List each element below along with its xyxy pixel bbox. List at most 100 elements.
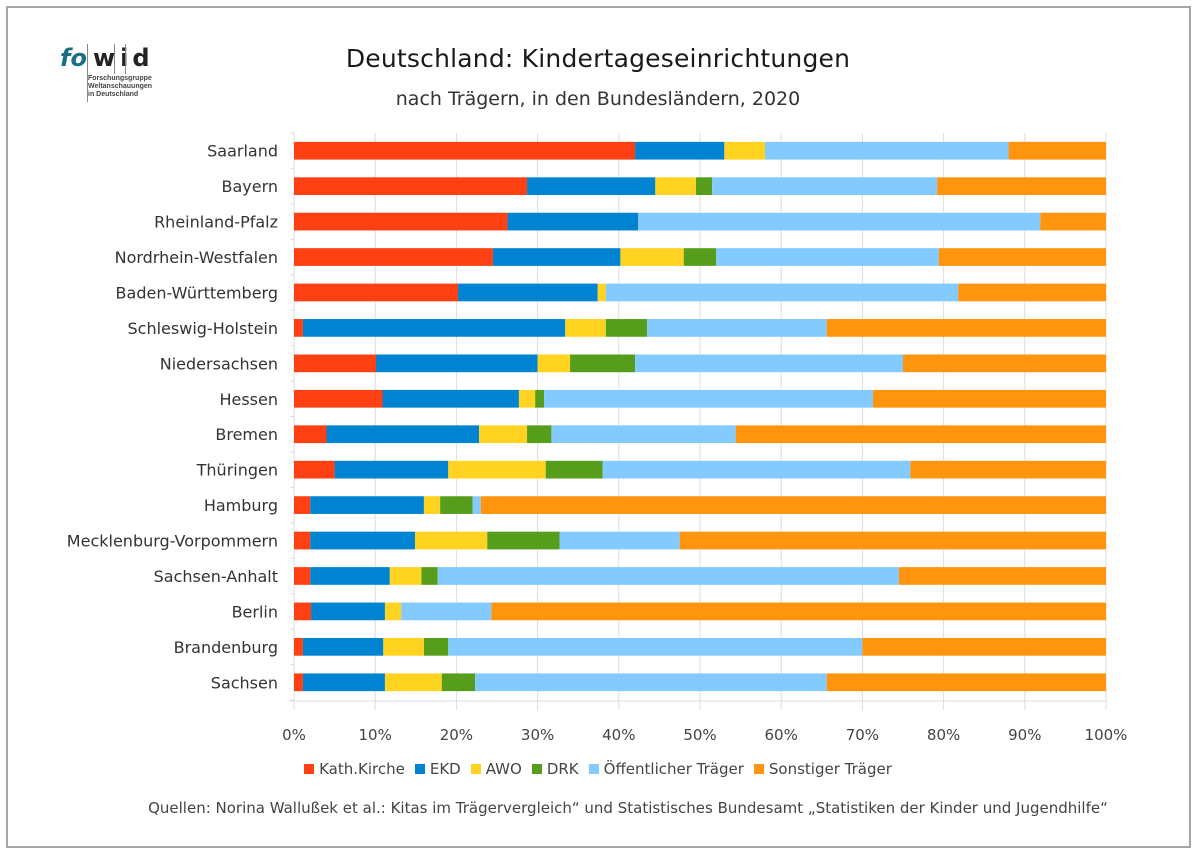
bar-segment-drk: [535, 389, 545, 408]
bar-segment-drk: [441, 673, 476, 692]
bar-segment-kath-kirche: [294, 283, 459, 302]
legend-swatch: [753, 764, 764, 774]
logo-d: d: [132, 44, 150, 72]
bar-segment-ekd: [326, 425, 480, 444]
logo-fo: fo: [60, 44, 87, 72]
bar-segment-awo: [724, 141, 765, 160]
bar-segment-drk: [487, 531, 560, 550]
category-label: Sachsen-Anhalt: [154, 567, 278, 586]
bar-segment-ekd: [310, 531, 415, 550]
chart-title: Deutschland: Kindertageseinrichtungen: [345, 44, 851, 73]
bar-segment-awo: [448, 460, 546, 479]
bar-segment-awo: [655, 177, 696, 196]
bar-segment-sonstiger-träger: [937, 177, 1106, 196]
legend-item: DRK: [531, 760, 579, 778]
bar-segment-sonstiger-träger: [1008, 141, 1106, 160]
legend-label: Öffentlicher Träger: [603, 760, 744, 778]
bar-segment-awo: [389, 567, 422, 585]
bar-segment-awo: [620, 248, 684, 266]
category-label: Niedersachsen: [160, 354, 278, 373]
category-label: Sachsen: [211, 673, 278, 692]
fowid-logo: fowid Forschungsgruppe Weltanschauungen …: [60, 44, 190, 104]
bar-segment-drk: [683, 248, 717, 266]
legend-label: EKD: [429, 760, 461, 778]
legend-label: DRK: [546, 760, 579, 778]
x-tick-label: 80%: [927, 726, 960, 744]
bar-segment-awo: [384, 602, 402, 621]
bar-segment-ekd: [302, 319, 566, 337]
bar-segment-drk: [695, 177, 713, 196]
bar-segment-ekd: [302, 637, 384, 656]
bar-segment-awo: [537, 354, 571, 373]
bar-segment-kath-kirche: [294, 673, 303, 692]
x-tick-label: 20%: [440, 726, 473, 744]
bar-segment-öffentlicher-träger: [448, 637, 863, 656]
bar-segment-sonstiger-träger: [903, 354, 1106, 373]
bar-segment-sonstiger-träger: [898, 567, 1106, 585]
bar-segment-awo: [384, 673, 442, 692]
x-tick-label: 50%: [683, 726, 716, 744]
bar-segment-sonstiger-träger: [735, 425, 1106, 444]
bar-segment-öffentlicher-träger: [647, 319, 827, 337]
legend-label: Sonstiger Träger: [768, 760, 892, 778]
logo-divider: [125, 44, 126, 74]
bar-segment-kath-kirche: [294, 248, 493, 266]
bar-segment-sonstiger-träger: [872, 389, 1106, 408]
category-label: Thüringen: [196, 461, 278, 480]
category-label: Hamburg: [204, 496, 278, 515]
bar-segment-kath-kirche: [294, 531, 311, 550]
x-tick-label: 0%: [282, 726, 306, 744]
bar-segment-öffentlicher-träger: [472, 496, 481, 514]
category-label: Brandenburg: [174, 638, 278, 657]
bar-segment-sonstiger-träger: [826, 319, 1106, 337]
bar-segment-öffentlicher-träger: [401, 602, 492, 621]
bar-segment-sonstiger-träger: [938, 248, 1106, 266]
bar-segment-öffentlicher-träger: [635, 354, 903, 373]
category-label: Mecklenburg-Vorpommern: [67, 532, 278, 551]
logo-wordmark: fowid: [60, 44, 150, 72]
logo-subtitle-line: Weltanschauungen: [88, 83, 153, 90]
bar-segment-öffentlicher-träger: [475, 673, 827, 692]
legend-swatch: [414, 764, 425, 774]
bar-segment-öffentlicher-träger: [544, 389, 873, 408]
category-label: Schleswig-Holstein: [128, 319, 278, 338]
bar-segment-kath-kirche: [294, 460, 335, 479]
category-label: Saarland: [207, 142, 278, 161]
bar-segment-kath-kirche: [294, 319, 303, 337]
bar-segment-ekd: [334, 460, 449, 479]
bar-segment-awo: [414, 531, 488, 550]
bar-segment-kath-kirche: [294, 354, 377, 373]
x-tick-label: 30%: [521, 726, 554, 744]
bar-segment-öffentlicher-träger: [559, 531, 680, 550]
bar-segment-ekd: [492, 248, 621, 266]
x-tick-label: 60%: [765, 726, 798, 744]
category-label: Rheinland-Pfalz: [154, 213, 278, 232]
bar-segment-drk: [421, 567, 438, 585]
chart-legend: Kath.Kirche EKD AWO DRK Öffentlicher Träger S…: [0, 760, 1196, 778]
bar-segment-drk: [527, 425, 552, 444]
logo-subtitle-line: in Deutschland: [88, 91, 139, 98]
bar-segment-ekd: [311, 602, 385, 621]
bar-segment-awo: [383, 637, 424, 656]
bar-segment-ekd: [507, 212, 639, 231]
logo-i: i: [120, 44, 128, 72]
bar-segment-awo: [479, 425, 528, 444]
bar-segment-öffentlicher-träger: [764, 141, 1009, 160]
bar-segment-ekd: [635, 141, 725, 160]
bar-segment-awo: [518, 389, 536, 408]
legend-swatch: [531, 764, 542, 774]
category-label: Bayern: [221, 177, 278, 196]
category-label: Baden-Württemberg: [116, 283, 278, 302]
bar-segment-awo: [597, 283, 606, 302]
bar-segment-öffentlicher-träger: [551, 425, 736, 444]
category-label: Nordrhein-Westfalen: [115, 248, 278, 267]
bar-segment-sonstiger-träger: [910, 460, 1106, 479]
bar-segment-drk: [605, 319, 648, 337]
bar-segment-drk: [440, 496, 473, 514]
bar-segment-sonstiger-träger: [826, 673, 1106, 692]
bar-segment-kath-kirche: [294, 177, 528, 196]
legend-item: Kath.Kirche: [304, 760, 405, 778]
x-tick-label: 100%: [1085, 726, 1128, 744]
bar-segment-kath-kirche: [294, 602, 312, 621]
